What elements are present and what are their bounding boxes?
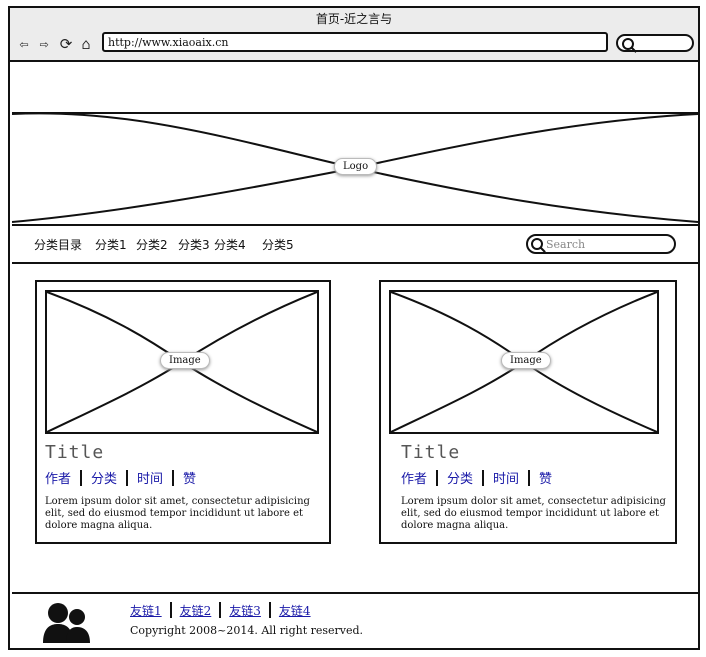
- meta-like[interactable]: 赞: [539, 472, 553, 487]
- meta-divider: [528, 470, 531, 486]
- meta-time[interactable]: 时间: [137, 472, 164, 487]
- link-divider: [219, 602, 222, 618]
- meta-category[interactable]: 分类: [447, 472, 474, 487]
- meta-like[interactable]: 赞: [183, 472, 197, 487]
- post-card[interactable]: Image Title 作者 分类 时间 赞 Lorem ipsum dolor si…: [35, 280, 331, 544]
- search-placeholder: Search: [546, 238, 586, 251]
- browser-search-field[interactable]: [616, 34, 694, 52]
- friend-link-1[interactable]: 友链1: [130, 604, 162, 618]
- top-bar: [12, 62, 698, 114]
- nav-item-category-1[interactable]: 分类1: [95, 238, 127, 252]
- link-divider: [169, 602, 172, 618]
- post-excerpt: Lorem ipsum dolor sit amet, consectetur …: [401, 496, 666, 531]
- nav-item-category-2[interactable]: 分类2: [136, 238, 168, 252]
- search-icon: [622, 38, 634, 50]
- meta-author[interactable]: 作者: [45, 472, 72, 487]
- meta-divider: [126, 470, 129, 486]
- post-meta: 作者 分类 时间 赞: [401, 468, 552, 487]
- meta-divider: [436, 470, 439, 486]
- post-title[interactable]: Title: [401, 442, 461, 463]
- meta-divider: [482, 470, 485, 486]
- copyright-text: Copyright 2008~2014. All right reserved.: [130, 624, 364, 637]
- nav-item-category-5[interactable]: 分类5: [262, 238, 294, 252]
- url-text: http://www.xiaoaix.cn: [108, 36, 229, 49]
- logo-label: Logo: [334, 158, 378, 175]
- window-title: 首页-近之言与: [315, 12, 393, 26]
- nav-item-category-4[interactable]: 分类4: [214, 238, 246, 252]
- post-meta: 作者 分类 时间 赞: [45, 468, 196, 487]
- meta-category[interactable]: 分类: [91, 472, 118, 487]
- post-title[interactable]: Title: [45, 442, 105, 463]
- back-arrow-icon[interactable]: ⇦: [19, 35, 29, 53]
- friend-link-3[interactable]: 友链3: [229, 604, 261, 618]
- meta-time[interactable]: 时间: [493, 472, 520, 487]
- search-icon: [531, 238, 543, 250]
- home-icon[interactable]: ⌂: [81, 35, 91, 53]
- site-search-input[interactable]: Search: [526, 234, 676, 254]
- category-nav: 分类目录 分类1 分类2 分类3 分类4 分类5 Search: [12, 226, 698, 264]
- meta-divider: [172, 470, 175, 486]
- post-image-placeholder[interactable]: Image: [389, 290, 659, 434]
- browser-toolbar: 首页-近之言与 ⇦ ⇨ ⟳ ⌂ http://www.xiaoaix.cn: [10, 8, 698, 62]
- post-card[interactable]: Image Title 作者 分类 时间 赞 Lorem ipsum dolor si…: [379, 280, 677, 544]
- users-icon: [43, 603, 90, 643]
- post-image-placeholder[interactable]: Image: [45, 290, 319, 434]
- logo-placeholder[interactable]: Logo: [12, 112, 698, 226]
- meta-author[interactable]: 作者: [401, 472, 428, 487]
- image-label: Image: [160, 352, 210, 369]
- friend-links: 友链1 友链2 友链3 友链4: [130, 602, 311, 619]
- forward-arrow-icon[interactable]: ⇨: [39, 35, 49, 53]
- link-divider: [268, 602, 271, 618]
- post-excerpt: Lorem ipsum dolor sit amet, consectetur …: [45, 496, 310, 531]
- nav-item-category-3[interactable]: 分类3: [178, 238, 210, 252]
- address-bar[interactable]: http://www.xiaoaix.cn: [102, 32, 608, 52]
- friend-link-4[interactable]: 友链4: [278, 604, 311, 618]
- refresh-icon[interactable]: ⟳: [59, 35, 73, 53]
- footer: 友链1 友链2 友链3 友链4 Copyright 2008~2014. All ri…: [12, 592, 698, 650]
- meta-divider: [80, 470, 83, 486]
- nav-item-category-directory[interactable]: 分类目录: [34, 238, 83, 252]
- image-label: Image: [501, 352, 551, 369]
- friend-link-2[interactable]: 友链2: [179, 604, 212, 618]
